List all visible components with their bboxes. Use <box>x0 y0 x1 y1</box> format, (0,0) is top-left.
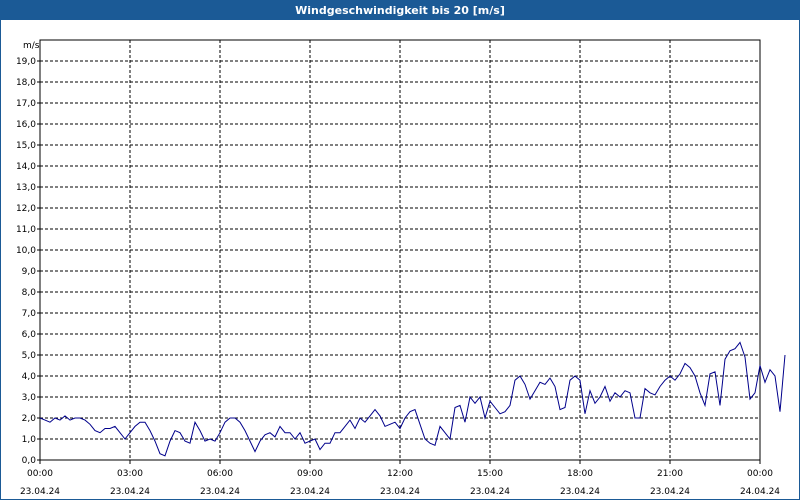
x-tick-time-label: 12:00 <box>387 469 413 479</box>
y-tick-label: 0,0 <box>22 456 37 466</box>
x-tick-time-label: 00:00 <box>747 469 773 479</box>
y-tick-label: 19,0 <box>16 57 36 67</box>
y-tick-label: 1,0 <box>22 435 37 445</box>
y-tick-label: 9,0 <box>22 267 37 277</box>
x-tick-date-label: 23.04.24 <box>650 487 690 497</box>
y-tick-label: 18,0 <box>16 78 36 88</box>
y-tick-label: 5,0 <box>22 351 37 361</box>
y-tick-label: 2,0 <box>22 414 37 424</box>
x-tick-date-label: 23.04.24 <box>200 487 240 497</box>
x-axis: 00:00 23.04.24 03:00 23.04.24 06:00 23.04.24 0… <box>20 460 780 497</box>
x-tick-time-label: 09:00 <box>297 469 323 479</box>
y-tick-label: 17,0 <box>16 99 36 109</box>
y-tick-label: 13,0 <box>16 183 36 193</box>
grid-lines <box>40 40 760 460</box>
x-tick-time-label: 15:00 <box>477 469 503 479</box>
y-tick-label: 12,0 <box>16 204 36 214</box>
x-tick-date-label: 24.04.24 <box>740 487 780 497</box>
y-tick-label: 14,0 <box>16 162 36 172</box>
y-axis: 0,0 1,0 2,0 3,0 4,0 5,0 6,0 7,0 8,0 9,0 10,0 11,0 12… <box>16 57 40 466</box>
y-tick-label: 4,0 <box>22 372 37 382</box>
x-tick-date-label: 23.04.24 <box>470 487 510 497</box>
y-tick-label: 6,0 <box>22 330 37 340</box>
x-tick-date-label: 23.04.24 <box>380 487 420 497</box>
y-axis-unit-label: m/s <box>23 41 40 51</box>
y-tick-label: 10,0 <box>16 246 36 256</box>
wind-speed-series-line <box>39 341 786 457</box>
y-tick-label: 7,0 <box>22 309 37 319</box>
chart-title: Windgeschwindigkeit bis 20 [m/s] <box>1 1 799 20</box>
y-tick-label: 3,0 <box>22 393 37 403</box>
y-tick-label: 11,0 <box>16 225 36 235</box>
x-tick-time-label: 03:00 <box>117 469 143 479</box>
x-tick-date-label: 23.04.24 <box>20 487 60 497</box>
x-tick-date-label: 23.04.24 <box>560 487 600 497</box>
x-tick-time-label: 18:00 <box>567 469 593 479</box>
x-tick-time-label: 00:00 <box>27 469 53 479</box>
x-tick-time-label: 06:00 <box>207 469 233 479</box>
y-tick-label: 16,0 <box>16 120 36 130</box>
x-tick-date-label: 23.04.24 <box>290 487 330 497</box>
x-tick-time-label: 21:00 <box>657 469 683 479</box>
y-tick-label: 8,0 <box>22 288 37 298</box>
x-tick-date-label: 23.04.24 <box>110 487 150 497</box>
y-tick-label: 15,0 <box>16 141 36 151</box>
